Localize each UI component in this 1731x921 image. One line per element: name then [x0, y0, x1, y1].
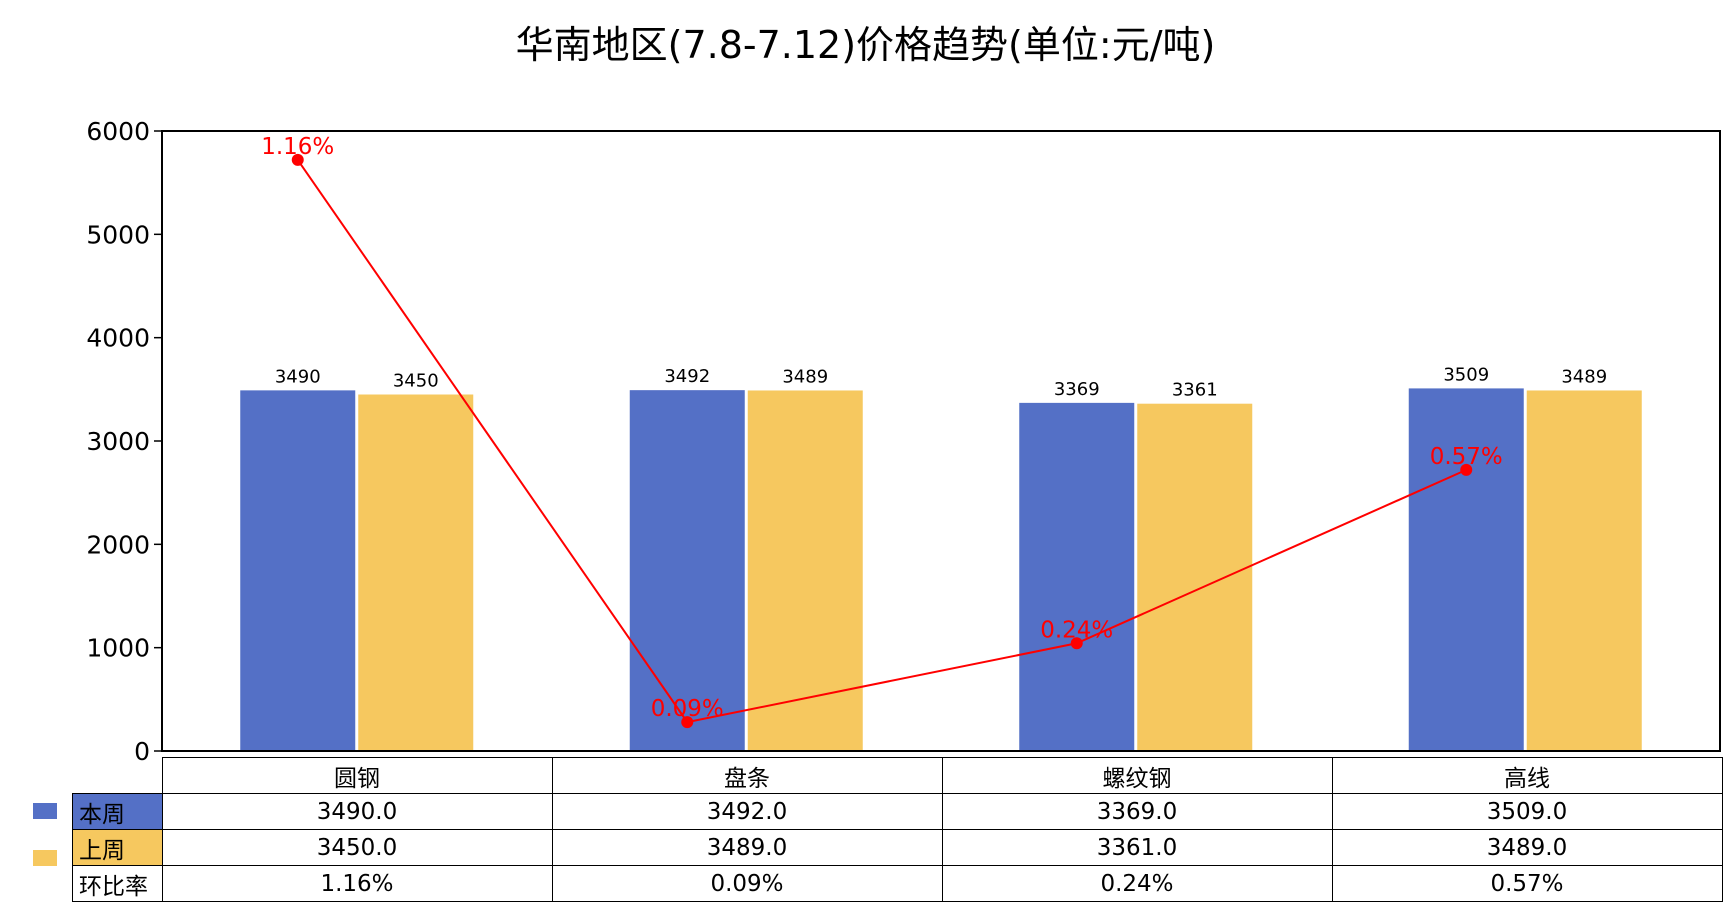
table-cell: 3369.0: [941, 793, 1333, 830]
bar-value-label: 3369: [1054, 379, 1100, 400]
y-tick-label: 2000: [86, 530, 150, 559]
table-row: 上周 3450.0 3489.0 3361.0 3489.0: [72, 829, 1723, 866]
bar-value-label: 3361: [1172, 380, 1218, 401]
bar-value-label: 3489: [782, 366, 828, 387]
ratio-point: [291, 153, 304, 166]
table-cell: 3489.0: [1331, 829, 1723, 866]
table-cell: 3509.0: [1331, 793, 1723, 830]
ratio-point: [1460, 463, 1473, 476]
chart-title: 华南地区(7.8-7.12)价格趋势(单位:元/吨): [515, 23, 1216, 67]
y-tick-label: 0: [134, 737, 150, 766]
table-cell: 0.09%: [551, 865, 943, 902]
y-tick-label: 5000: [86, 220, 150, 249]
bar-value-label: 3492: [664, 366, 710, 387]
ratio-label: 0.57%: [1430, 444, 1503, 470]
legend-swatch-last-week: [33, 850, 57, 866]
table-header-cell: 螺纹钢: [941, 757, 1333, 794]
y-tick-label: 3000: [86, 427, 150, 456]
table-cell: 3450.0: [161, 829, 553, 866]
table-header-cell: 盘条: [551, 757, 943, 794]
row-label-ratio: 环比率: [72, 865, 163, 902]
table-cell: 1.16%: [161, 865, 553, 902]
table-row: 环比率 1.16% 0.09% 0.24% 0.57%: [72, 865, 1723, 902]
bar-this-week: [240, 390, 356, 751]
bar-last-week: [747, 390, 863, 751]
bar-last-week: [1526, 390, 1642, 751]
plot-frame: [161, 130, 1721, 752]
bar-this-week: [1019, 402, 1135, 751]
data-table: 圆钢 盘条 螺纹钢 高线 本周 3490.0 3492.0 3369.0 350…: [72, 757, 1723, 902]
legend-swatch-this-week: [33, 803, 57, 819]
ratio-label: 1.16%: [261, 134, 334, 160]
table-cell: 0.57%: [1331, 865, 1723, 902]
bar-value-label: 3509: [1443, 364, 1489, 385]
ratio-point: [1070, 637, 1083, 650]
table-header-cell: 圆钢: [161, 757, 553, 794]
bar-value-label: 3450: [393, 371, 439, 392]
row-label-last-week: 上周: [72, 829, 163, 866]
table-row: 本周 3490.0 3492.0 3369.0 3509.0: [72, 793, 1723, 830]
table-header-row: 圆钢 盘条 螺纹钢 高线: [73, 757, 1723, 794]
y-tick-label: 1000: [86, 634, 150, 663]
table-cell: 3492.0: [551, 793, 943, 830]
table-header-cell: 高线: [1331, 757, 1723, 794]
bar-value-label: 3489: [1561, 366, 1607, 387]
table-cell: 3490.0: [161, 793, 553, 830]
table-cell: 3361.0: [941, 829, 1333, 866]
bar-last-week: [1137, 403, 1253, 751]
y-tick-label: 4000: [86, 324, 150, 353]
bar-this-week: [629, 390, 745, 751]
bar-this-week: [1408, 388, 1524, 751]
ratio-label: 0.09%: [651, 696, 724, 722]
row-label-this-week: 本周: [72, 793, 163, 830]
ratio-line: [296, 159, 1467, 724]
table-cell: 0.24%: [941, 865, 1333, 902]
y-tick-label: 6000: [86, 117, 150, 146]
table-cell: 3489.0: [551, 829, 943, 866]
bar-value-label: 3490: [275, 366, 321, 387]
ratio-point: [681, 716, 694, 729]
bar-last-week: [358, 394, 474, 751]
ratio-label: 0.24%: [1040, 617, 1113, 643]
